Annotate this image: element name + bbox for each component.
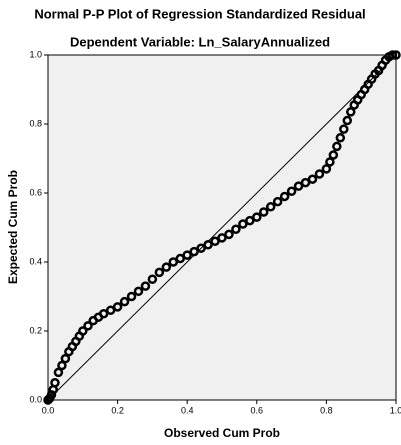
point	[328, 150, 339, 160]
point	[265, 202, 276, 212]
y-tick-label: 1.0	[29, 49, 42, 59]
x-axis-label: Observed Cum Prob	[164, 426, 280, 440]
point	[133, 286, 144, 297]
y-axis-label: Expected Cum Prob	[6, 170, 20, 284]
point	[387, 50, 398, 60]
point	[83, 321, 93, 331]
point	[175, 253, 185, 264]
point	[60, 353, 71, 364]
point	[203, 240, 213, 250]
point	[300, 177, 311, 188]
point	[217, 233, 227, 243]
point	[168, 257, 179, 267]
point	[286, 186, 297, 197]
point	[245, 215, 255, 226]
x-tick-label: 0.6	[251, 405, 264, 415]
point	[78, 326, 88, 336]
y-tick-label: 0.6	[29, 187, 42, 197]
point	[140, 281, 151, 291]
x-tick-label: 0.0	[42, 405, 55, 415]
point	[231, 224, 241, 234]
point	[161, 262, 172, 272]
point	[279, 191, 290, 202]
point	[147, 274, 158, 284]
point	[321, 164, 332, 174]
point	[339, 124, 349, 134]
point	[342, 115, 353, 126]
point	[196, 243, 206, 253]
x-tick-label: 1.0	[390, 405, 401, 415]
point	[154, 267, 165, 278]
point	[119, 296, 130, 307]
point	[314, 169, 325, 179]
point	[98, 309, 109, 319]
point	[105, 305, 116, 316]
x-tick-label: 0.8	[320, 405, 333, 415]
y-tick-label: 0.2	[29, 325, 42, 335]
chart-title: Normal P-P Plot of Regression Standardiz…	[34, 6, 365, 21]
point	[325, 157, 335, 167]
chart-subtitle: Dependent Variable: Ln_SalaryAnnualized	[70, 34, 330, 49]
point	[210, 236, 220, 247]
point	[259, 207, 269, 217]
point	[112, 302, 123, 312]
point	[307, 174, 318, 184]
point	[182, 250, 192, 260]
x-tick-label: 0.4	[181, 405, 194, 415]
x-tick-label: 0.2	[111, 405, 124, 415]
point	[293, 181, 304, 191]
point	[224, 229, 234, 240]
point	[272, 196, 283, 207]
y-tick-label: 0.8	[29, 118, 42, 128]
point	[57, 360, 67, 371]
point	[252, 212, 262, 222]
point	[238, 219, 248, 229]
point	[53, 367, 64, 378]
point	[126, 291, 137, 302]
point	[391, 50, 401, 60]
point	[335, 133, 346, 143]
point	[332, 141, 342, 152]
point	[50, 378, 60, 388]
y-tick-label: 0.0	[29, 394, 42, 404]
point	[189, 246, 199, 257]
reference-line	[47, 54, 397, 401]
point	[346, 107, 356, 117]
y-tick-label: 0.4	[29, 256, 42, 266]
